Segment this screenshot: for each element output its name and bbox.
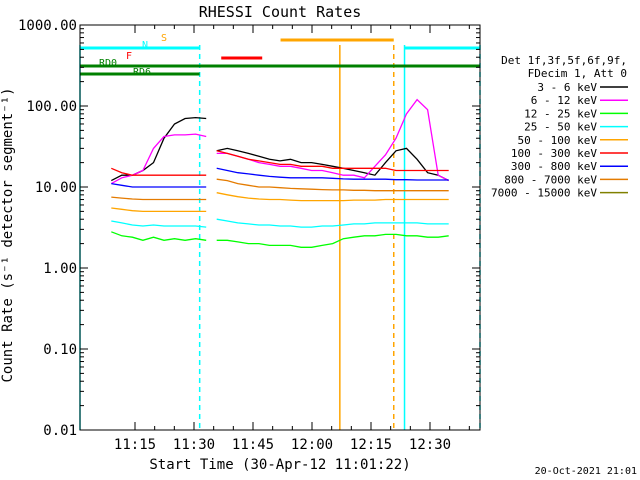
series-line-2-a <box>111 231 207 241</box>
flag-label-s: S <box>161 33 167 44</box>
series-line-1-a <box>110 133 207 185</box>
x-tick-label-4: 12:15 <box>350 437 392 453</box>
series-line-4-b <box>216 192 449 202</box>
y-tick-label-5: 1000.00 <box>18 18 77 34</box>
legend-label-2: 12 - 25 keV <box>524 107 597 120</box>
x-tick-label-5: 12:30 <box>409 437 451 453</box>
series-line-5-a <box>111 167 207 176</box>
legend-label-7: 800 - 7000 keV <box>504 173 597 186</box>
series-line-5-b <box>216 150 449 172</box>
legend-label-4: 50 - 100 keV <box>518 134 598 147</box>
series-line-3-b <box>216 218 449 228</box>
series-line-0-b <box>216 147 449 182</box>
legend-header-line-1: Det 1f,3f,5f,6f,9f, <box>501 54 627 67</box>
chart-title: RHESSI Count Rates <box>199 3 362 21</box>
legend-label-1: 6 - 12 keV <box>531 94 598 107</box>
legend-label-5: 100 - 300 keV <box>511 147 597 160</box>
x-axis-label: Start Time (30-Apr-12 11:01:22) <box>149 457 410 473</box>
x-tick-label-2: 11:45 <box>232 437 274 453</box>
series-line-2-b <box>216 233 449 248</box>
axes-frame <box>79 24 481 431</box>
y-tick-label-4: 100.00 <box>26 99 77 115</box>
series-line-3-a <box>111 220 207 228</box>
series-line-4-a <box>111 207 207 213</box>
y-tick-label-0: 0.01 <box>43 423 77 439</box>
legend: Det 1f,3f,5f,6f,9f, FDecim 1, Att 0 3 - … <box>491 54 628 200</box>
legend-label-3: 25 - 50 keV <box>524 121 597 134</box>
series-line-7-b <box>216 178 449 192</box>
y-tick-label-3: 10.00 <box>35 180 77 196</box>
y-tick-label-2: 1.00 <box>43 261 77 277</box>
flag-label-rd0: RD0 <box>99 58 117 69</box>
flag-label-n: N <box>142 40 148 51</box>
series-line-1-b <box>216 98 449 182</box>
y-axis-label: Count Rate (s⁻¹ detector segment⁻¹) <box>0 87 16 382</box>
x-tick-label-0: 11:15 <box>114 437 156 453</box>
legend-header-line-2: FDecim 1, Att 0 <box>528 67 627 80</box>
series-line-7-a <box>111 196 207 201</box>
x-tick-label-1: 11:30 <box>173 437 215 453</box>
y-tick-label-1: 0.10 <box>43 342 77 358</box>
axes: 0.01 0.10 1.00 10.00 100.00 1000.00 11:15 11:30… <box>18 18 481 453</box>
x-tick-label-3: 12:00 <box>291 437 333 453</box>
flag-label-f: F <box>126 51 132 62</box>
legend-label-6: 300 - 800 keV <box>511 160 597 173</box>
flag-label-rd6: RD6 <box>133 67 151 78</box>
series-line-0-a <box>111 116 207 182</box>
legend-label-0: 3 - 6 keV <box>537 81 597 94</box>
legend-label-8: 7000 - 15000 keV <box>491 187 597 200</box>
series-line-6-b <box>216 167 449 181</box>
footer-timestamp: 20-Oct-2021 21:01 <box>535 466 637 477</box>
series-line-6-a <box>111 182 207 188</box>
